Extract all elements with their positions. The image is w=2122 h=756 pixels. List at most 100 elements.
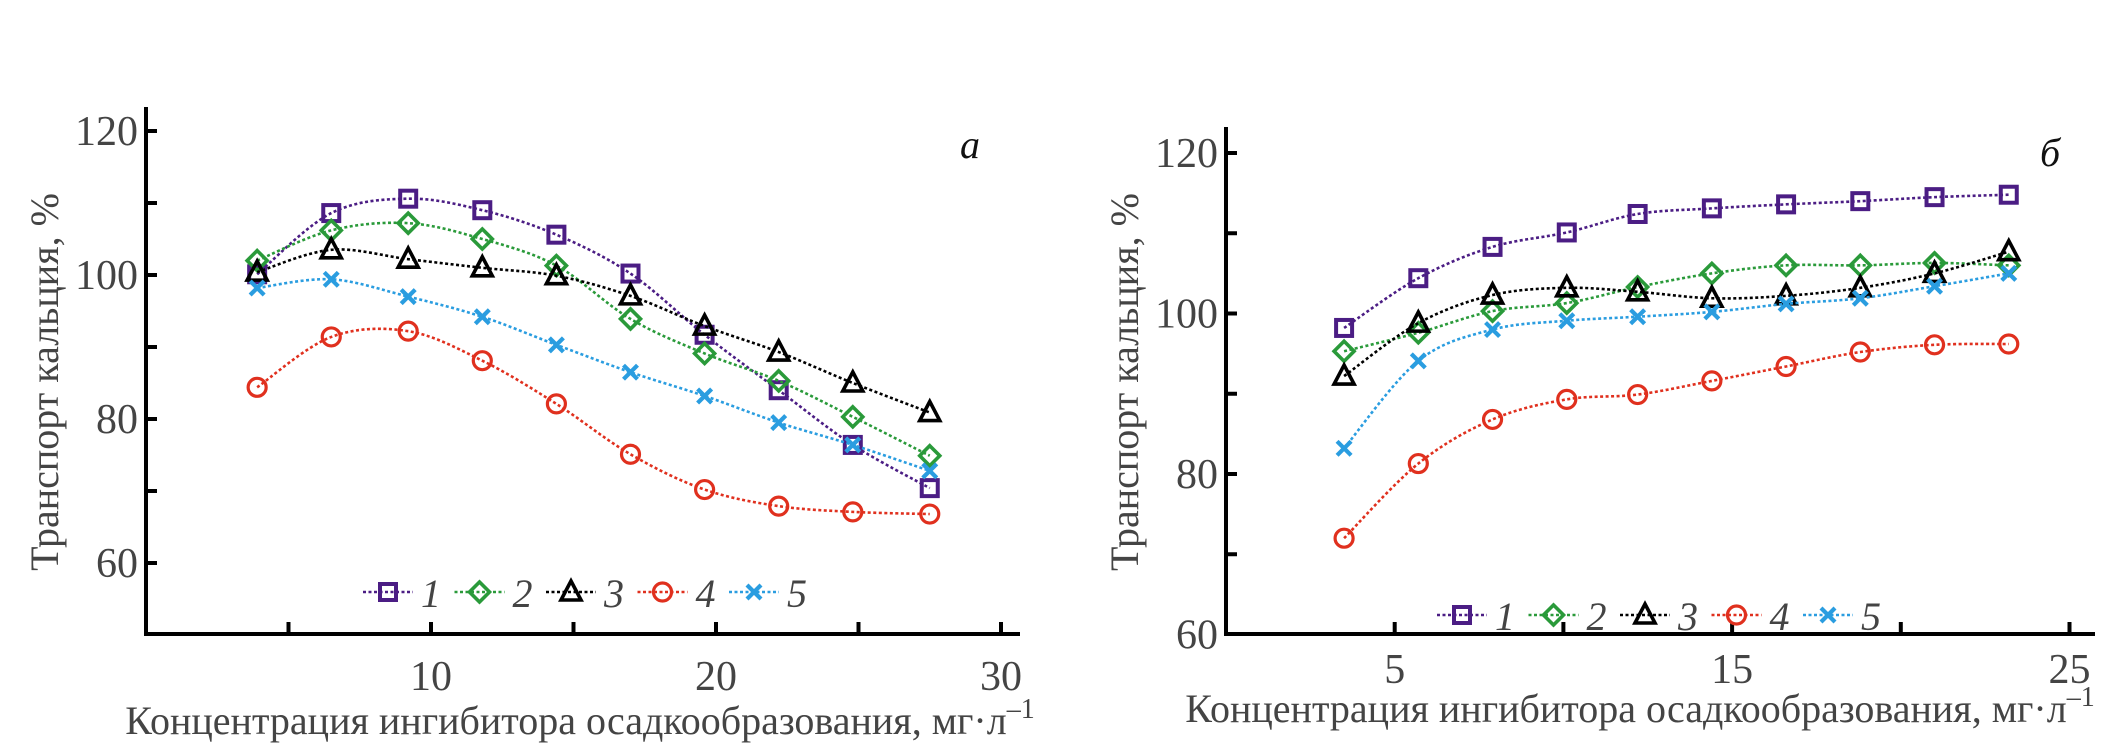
series-5-point <box>921 462 939 480</box>
series-1-point <box>1998 184 2019 205</box>
legend-item-5: 5 <box>729 571 807 616</box>
legend-marker-diamond <box>1540 602 1567 628</box>
series-3-point <box>617 281 644 306</box>
x-tick-label: 15 <box>1711 647 1753 693</box>
x-axis-title-superscript: –1 <box>1006 694 1035 725</box>
y-tick-label: 80 <box>1176 452 1218 498</box>
series-2-point <box>692 340 718 367</box>
series-4-line <box>1343 342 2009 540</box>
series-1-point <box>768 380 789 401</box>
series-1-point <box>1627 203 1648 224</box>
y-tick-label: 100 <box>75 253 138 299</box>
y-tick-label: 100 <box>1155 292 1218 338</box>
x-axis-title: Концентрация ингибитора осадкообразовани… <box>1185 682 2094 731</box>
series-2-line <box>256 221 931 457</box>
legend-label: 5 <box>1861 594 1881 639</box>
panel-label: а <box>960 122 980 167</box>
series-1-point <box>546 224 567 245</box>
series-4 <box>246 320 941 525</box>
legend-item-2: 2 <box>1528 594 1607 639</box>
series-1-point <box>1334 317 1355 338</box>
series-4-point <box>619 443 642 465</box>
series-1-point <box>1850 191 1871 212</box>
y-tick-label: 120 <box>75 109 138 155</box>
series-4-point <box>1407 452 1429 475</box>
series-2-point <box>1773 252 1799 278</box>
series-2-point <box>1625 274 1651 300</box>
legend-item-3: 3 <box>546 571 624 616</box>
legend-marker-cross <box>1819 606 1837 624</box>
series-4-point <box>1556 388 1578 410</box>
series-5-point <box>1629 308 1647 326</box>
legend-label: 2 <box>513 571 533 616</box>
series-2-point <box>617 306 644 332</box>
legend-marker-triangle <box>1632 600 1658 625</box>
series-4-point <box>320 326 342 348</box>
x-tick-label: 25 <box>2049 647 2091 693</box>
series-1-point <box>919 478 940 499</box>
legend-label: 3 <box>1677 594 1698 639</box>
y-axis-title: Транспорт кальция, % <box>1102 193 1147 571</box>
series-5-point <box>248 279 266 297</box>
x-tick-label: 30 <box>980 654 1022 700</box>
series-5-line <box>1343 272 2009 450</box>
x-axis-title-text: Концентрация ингибитора осадкообразовани… <box>125 698 1006 743</box>
y-tick-label: 120 <box>1155 131 1218 177</box>
series-3-point <box>469 252 496 278</box>
series-5 <box>248 270 939 480</box>
series-3 <box>1331 236 2022 386</box>
series-2-point <box>840 404 866 430</box>
series-3-point <box>1405 308 1432 333</box>
legend-item-3: 3 <box>1620 594 1698 639</box>
series-4-point <box>1923 334 1946 356</box>
legend-marker-square <box>378 582 398 602</box>
legend-item-4: 4 <box>637 571 716 616</box>
panel-label: б <box>2040 130 2062 175</box>
series-1-point <box>620 263 641 284</box>
series-2-point <box>395 210 421 236</box>
series-4-point <box>1627 383 1649 406</box>
series-2-point <box>244 248 270 274</box>
legend: 1 2 3 4 5 <box>363 571 807 616</box>
series-5-point <box>1409 352 1427 370</box>
legend-item-4: 4 <box>1711 594 1790 639</box>
series-5-point <box>547 336 565 354</box>
series-2-point <box>1480 298 1506 324</box>
x-tick-label: 5 <box>1384 647 1405 693</box>
series-2-point <box>1921 250 1948 276</box>
y-tick-label: 60 <box>96 541 138 587</box>
series-5 <box>1335 264 2018 457</box>
series-3-point <box>916 397 943 423</box>
series-5-point <box>622 363 639 381</box>
legend: 1 2 3 4 5 <box>1437 594 1881 639</box>
series-1-point <box>1408 268 1429 289</box>
series-1-point <box>398 188 419 209</box>
series-4-point <box>545 393 568 415</box>
y-tick-label: 60 <box>1176 613 1218 659</box>
series-5-point <box>1703 303 1721 321</box>
y-tick-label: 80 <box>96 397 138 443</box>
series-4-point <box>1333 527 1355 549</box>
series-4-point <box>919 503 941 525</box>
x-axis-title: Концентрация ингибитора осадкообразовани… <box>125 694 1034 743</box>
series-5-point <box>2000 264 2018 282</box>
series-2-point <box>1699 260 1725 286</box>
series-4-point <box>471 350 493 372</box>
series-4-point <box>693 478 716 501</box>
series-4-point <box>1481 408 1504 431</box>
series-2-line <box>1343 261 2009 353</box>
series-4-point <box>246 376 268 398</box>
series-1-point <box>1776 194 1797 215</box>
series-3-point <box>1995 236 2022 262</box>
series-3-point <box>691 311 718 336</box>
legend-item-5: 5 <box>1803 594 1881 639</box>
series-2-point <box>469 226 495 252</box>
series-1 <box>247 188 940 499</box>
series-3-point <box>1698 283 1725 309</box>
series-2-point <box>1331 338 1357 364</box>
series-5-point <box>399 288 417 306</box>
series-1-line <box>1343 193 2009 330</box>
series-4-point <box>1998 333 2020 355</box>
